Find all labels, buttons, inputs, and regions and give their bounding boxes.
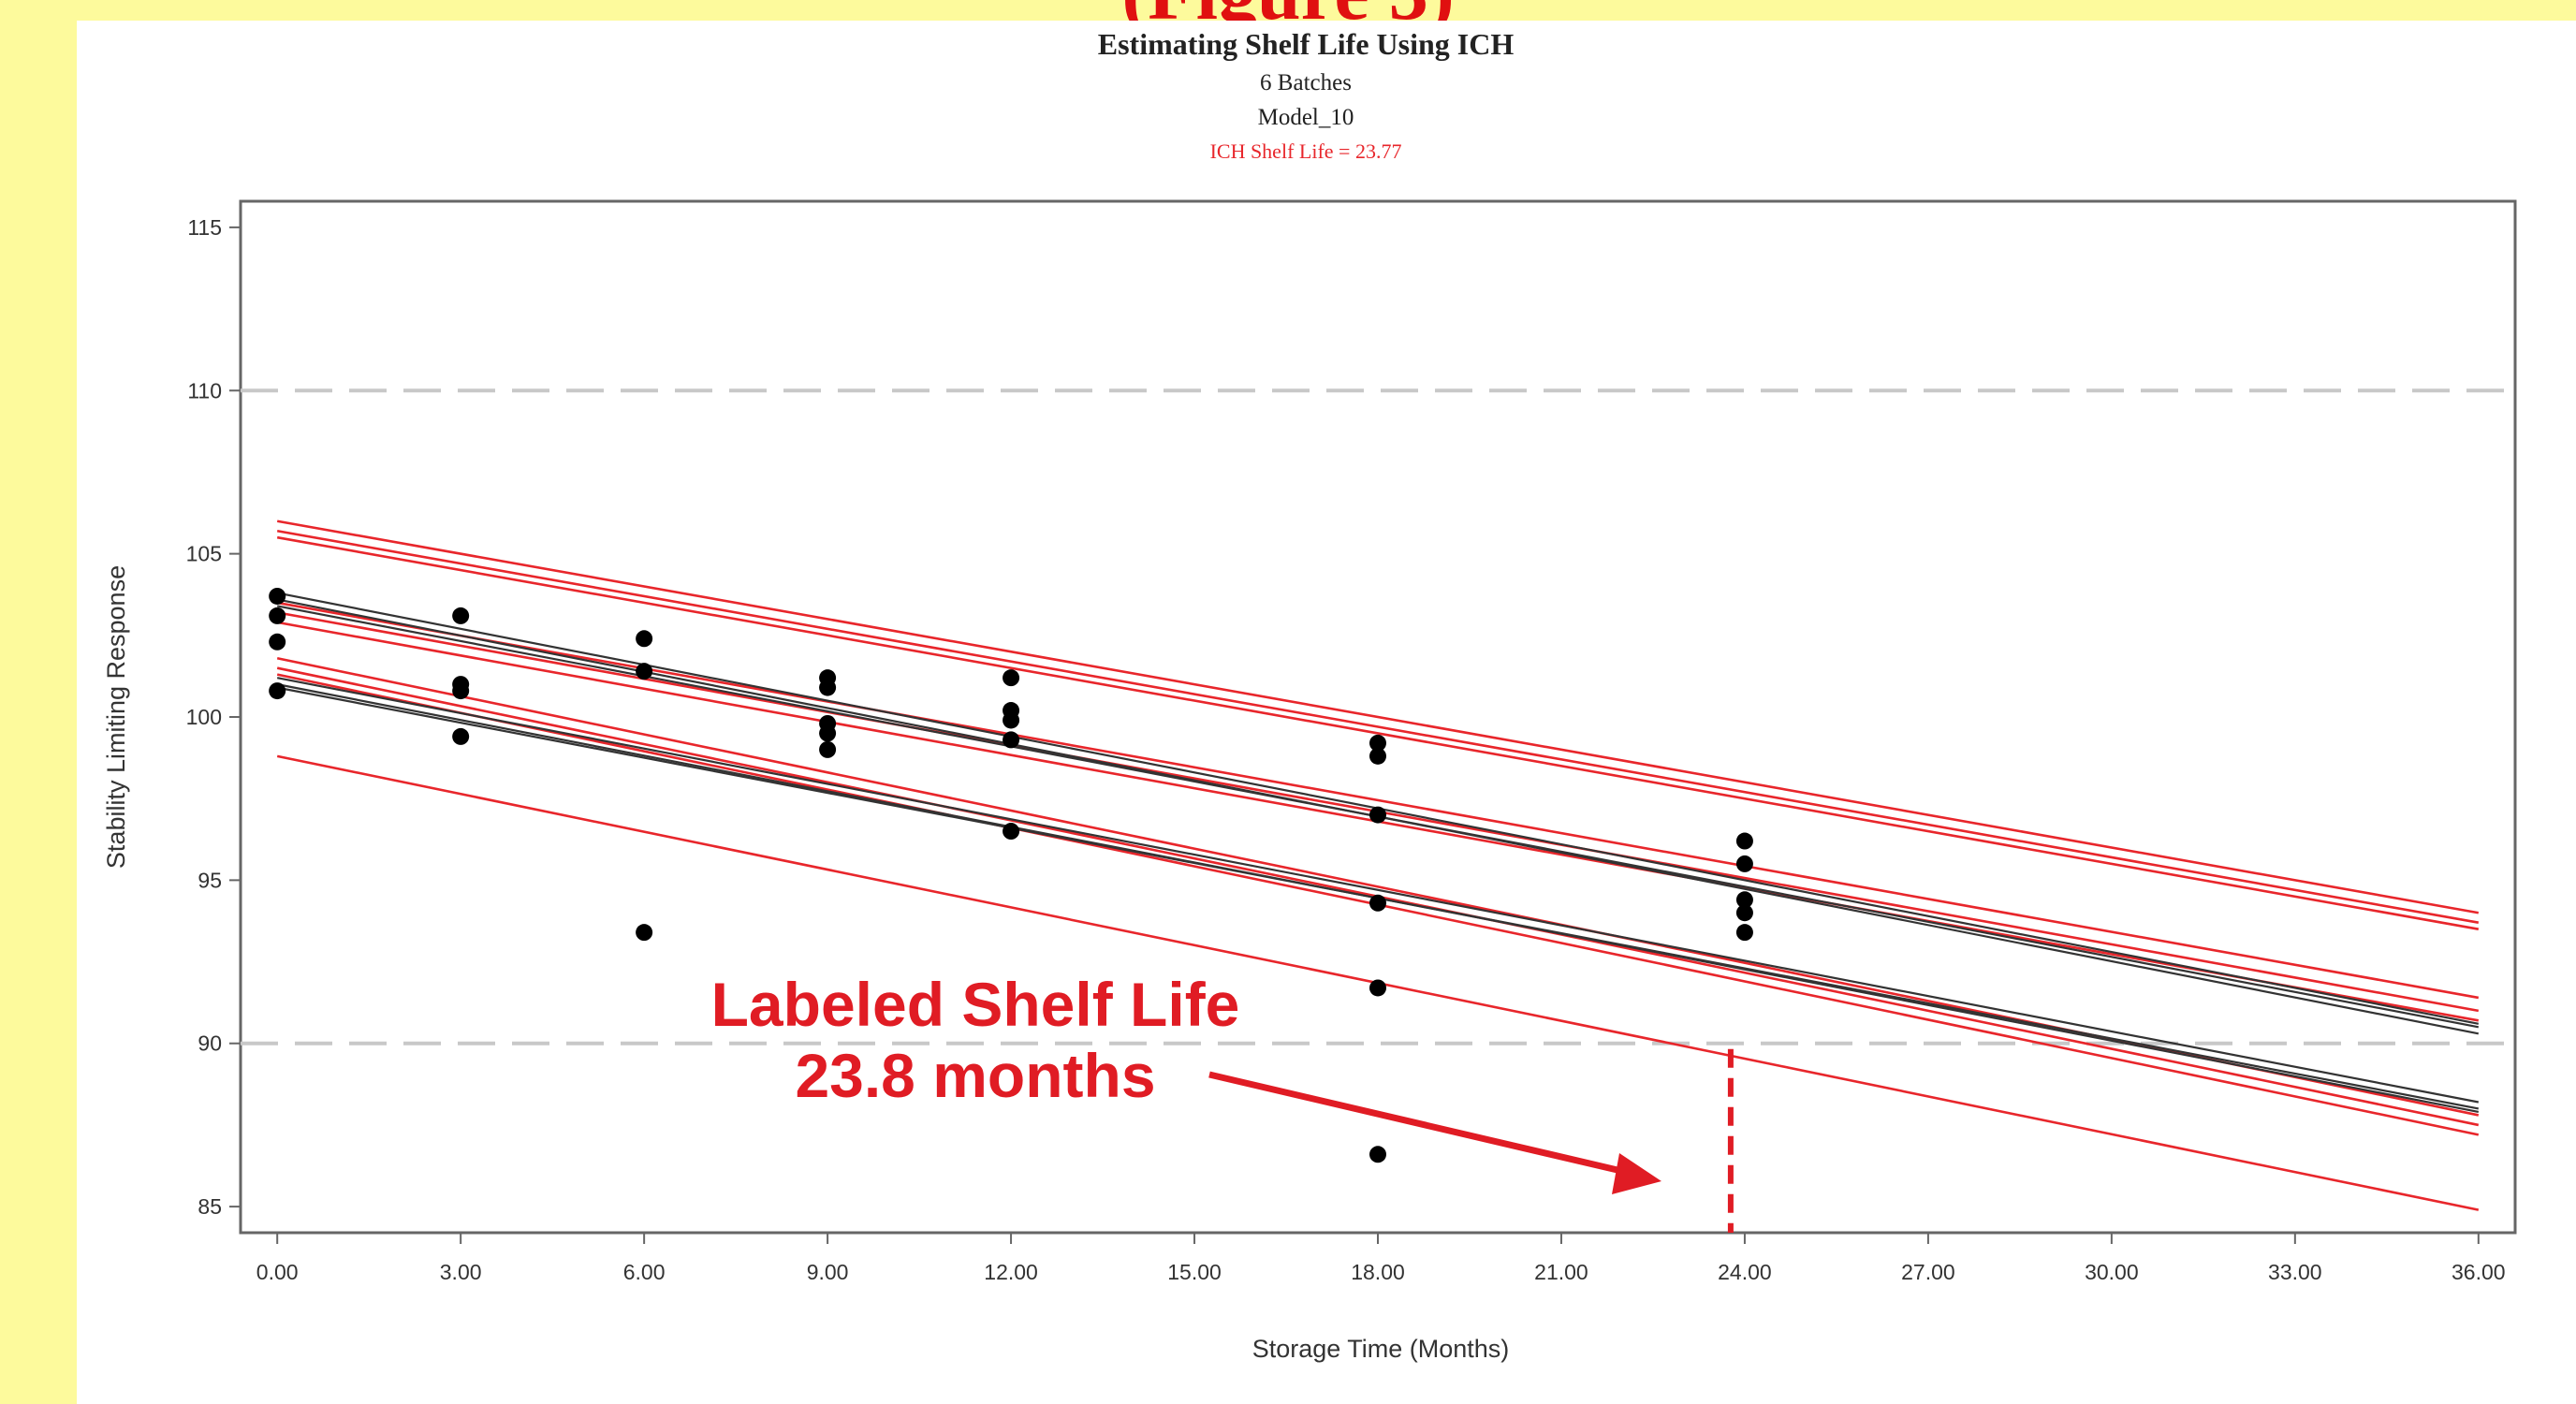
y-tick-label: 115 — [187, 215, 222, 240]
chart-subtitle-batches: 6 Batches — [1260, 70, 1352, 95]
y-tick-label: 100 — [186, 705, 222, 729]
data-point — [1369, 894, 1386, 912]
shelf-life-annotation: Labeled Shelf Life 23.8 months — [711, 970, 1661, 1194]
data-point — [1003, 669, 1020, 687]
data-point — [1369, 734, 1386, 752]
confidence-bound-line — [276, 535, 2480, 930]
x-tick-label: 9.00 — [807, 1260, 849, 1284]
x-tick-label: 27.00 — [1901, 1260, 1955, 1284]
x-tick-label: 6.00 — [623, 1260, 666, 1284]
annotation-arrow-head — [1612, 1153, 1661, 1194]
y-tick-label: 110 — [187, 378, 222, 402]
x-tick-label: 33.00 — [2268, 1260, 2322, 1284]
data-point — [269, 682, 286, 700]
y-tick-label: 90 — [198, 1031, 222, 1056]
x-tick-label: 24.00 — [1718, 1260, 1772, 1284]
data-point — [819, 740, 837, 758]
chart-result-line: ICH Shelf Life = 23.77 — [1210, 139, 1402, 163]
data-point — [452, 607, 470, 624]
confidence-bound-line — [276, 529, 2480, 924]
data-point — [1735, 891, 1753, 909]
confidence-bound-line — [276, 601, 2480, 1000]
data-point — [452, 727, 470, 745]
data-point — [269, 587, 286, 605]
confidence-bound-line — [276, 519, 2480, 914]
y-tick-label: 95 — [198, 868, 222, 892]
data-point — [1003, 823, 1020, 841]
x-tick-label: 30.00 — [2085, 1260, 2139, 1284]
x-tick-label: 18.00 — [1351, 1260, 1405, 1284]
data-point — [636, 924, 653, 942]
chart-title: Estimating Shelf Life Using ICH — [1098, 27, 1515, 61]
annotation-arrow-shaft — [1208, 1071, 1634, 1177]
data-point — [1003, 731, 1020, 749]
x-tick-label: 3.00 — [440, 1260, 482, 1284]
x-tick-label: 12.00 — [984, 1260, 1038, 1284]
y-tick-label: 85 — [198, 1194, 222, 1219]
x-tick-label: 0.00 — [256, 1260, 299, 1284]
data-point — [636, 630, 653, 648]
x-tick-label: 36.00 — [2452, 1260, 2506, 1284]
annotation-line-2: 23.8 months — [795, 1041, 1155, 1110]
data-point — [819, 724, 837, 742]
regression-line — [276, 677, 2480, 1104]
data-point — [452, 682, 470, 700]
data-point — [1735, 924, 1753, 942]
chart-subtitle-model: Model_10 — [1258, 105, 1354, 130]
data-point — [269, 633, 286, 651]
data-point — [636, 663, 653, 680]
data-point — [1003, 711, 1020, 729]
y-tick-label: 105 — [186, 542, 222, 566]
data-point — [1735, 832, 1753, 850]
data-point — [1735, 904, 1753, 922]
data-point — [1369, 1146, 1386, 1163]
data-point — [1369, 806, 1386, 824]
annotation-line-1: Labeled Shelf Life — [711, 970, 1240, 1039]
x-tick-label: 15.00 — [1167, 1260, 1222, 1284]
data-point — [819, 679, 837, 696]
data-point — [1369, 979, 1386, 997]
data-point — [269, 607, 286, 624]
y-axis-label: Stability Limiting Response — [102, 565, 130, 869]
x-axis-label: Storage Time (Months) — [1252, 1335, 1510, 1363]
data-point — [1735, 855, 1753, 872]
data-point — [1369, 747, 1386, 765]
x-tick-label: 21.00 — [1534, 1260, 1588, 1284]
